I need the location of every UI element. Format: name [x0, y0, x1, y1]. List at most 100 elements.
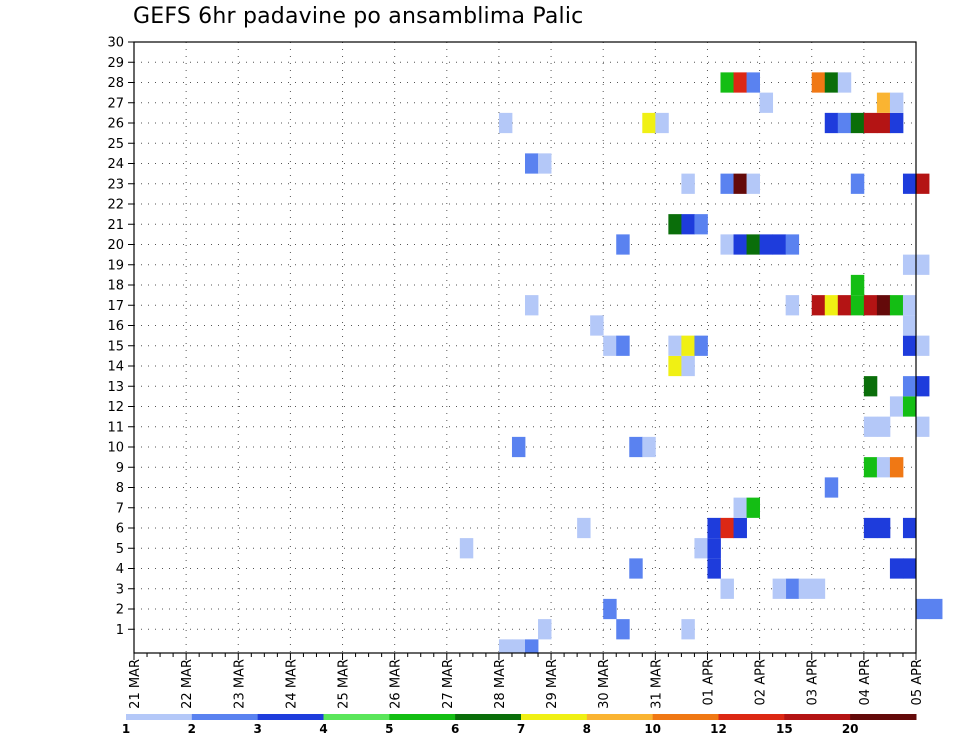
x-tick-label: 01 APR	[701, 659, 716, 705]
heatmap-cell	[720, 72, 734, 93]
heatmap-cell	[902, 558, 917, 579]
chart-title: GEFS 6hr padavine po ansamblima Palic	[133, 4, 584, 29]
legend-swatch	[718, 714, 785, 720]
heatmap-cell	[863, 517, 878, 539]
x-tick-label: 24 MAR	[284, 659, 299, 709]
y-tick-label: 22	[107, 198, 124, 213]
heatmap-cell	[668, 355, 682, 377]
x-tick-label: 21 MAR	[128, 659, 143, 709]
heatmap-cell	[798, 578, 813, 599]
x-tick-label: 28 MAR	[493, 659, 508, 709]
heatmap-cell	[889, 92, 904, 113]
legend-label: 10	[644, 722, 661, 736]
y-tick-label: 27	[107, 96, 124, 111]
plot-frame	[133, 41, 917, 654]
x-tick-label: 22 MAR	[180, 659, 195, 709]
y-tick-label: 23	[107, 177, 124, 192]
heatmap-cell	[538, 619, 552, 640]
grid-layer	[134, 41, 916, 653]
heatmap-cell	[603, 335, 617, 356]
heatmap-cell	[629, 558, 643, 579]
heatmap-cell	[916, 173, 930, 194]
x-axis: 21 MAR 22 MAR 23 MAR 24 MAR 25 MAR 26 MAR 27 M…	[128, 653, 925, 709]
legend-swatch	[455, 714, 522, 720]
x-tick-label: 31 MAR	[649, 659, 664, 709]
legend-swatch	[323, 714, 390, 720]
heatmap-cell	[759, 92, 774, 113]
heatmap-cell	[850, 274, 865, 296]
legend-label: 15	[776, 722, 793, 736]
heatmap-cell	[824, 112, 839, 134]
x-tick-label: 23 MAR	[232, 659, 247, 709]
legend-swatch	[586, 714, 654, 720]
heatmap-cell	[511, 436, 526, 458]
heatmap-cell	[694, 538, 708, 559]
heatmap-cell	[902, 335, 917, 356]
heatmap-cell	[876, 92, 891, 113]
heatmap-cell	[498, 112, 513, 134]
y-tick-label: 9	[116, 461, 124, 476]
heatmap-cell	[850, 173, 865, 194]
heatmap-cell	[902, 295, 917, 316]
heatmap-cell	[707, 558, 721, 579]
heatmap-cell	[863, 457, 878, 478]
heatmap-cell	[733, 497, 747, 518]
y-tick-label: 30	[107, 36, 124, 51]
heatmap-cell	[772, 234, 787, 255]
heatmap-cell	[929, 598, 943, 620]
y-tick-label: 24	[107, 157, 124, 172]
legend-label: 6	[451, 722, 459, 736]
heatmap-cell	[850, 295, 865, 316]
heatmap-cell	[459, 538, 474, 559]
heatmap-cell	[733, 234, 747, 255]
heatmap-cell	[837, 112, 852, 134]
heatmap-cell	[772, 578, 787, 599]
legend-label: 5	[385, 722, 393, 736]
heatmap-cell	[681, 355, 695, 377]
x-tick-label: 03 APR	[806, 659, 821, 705]
legend-label: 4	[319, 722, 327, 736]
y-tick-label: 7	[116, 501, 124, 516]
heatmap-cell	[746, 173, 760, 194]
heatmap-cell	[837, 72, 852, 93]
heatmap-cell	[785, 578, 800, 599]
heatmap-cell	[603, 598, 617, 620]
y-axis: 1234567891011121314151617181920212223242…	[107, 36, 134, 638]
legend: 1 2 3 4 5 6 7 8 10 12 15 20	[122, 714, 917, 736]
heatmap-cell	[668, 335, 682, 356]
heatmap-cell	[916, 598, 930, 620]
heatmap-cell	[538, 153, 552, 174]
x-tick-label: 30 MAR	[597, 659, 612, 709]
y-tick-label: 10	[107, 441, 124, 456]
heatmap-cell	[720, 517, 734, 539]
heatmap-cell	[733, 173, 747, 194]
heatmap-cell	[746, 234, 760, 255]
heatmap-cell	[902, 517, 917, 539]
heatmap-cell	[616, 234, 630, 255]
y-tick-label: 26	[107, 117, 124, 132]
heatmap-cell	[642, 436, 656, 458]
heatmap-cell	[681, 335, 695, 356]
heatmap-cell	[902, 376, 917, 397]
legend-swatch	[850, 714, 917, 720]
heatmap-cell	[863, 376, 878, 397]
heatmap-cell	[577, 517, 591, 539]
heatmap-cell	[629, 436, 643, 458]
heatmap-cell	[824, 295, 839, 316]
heatmap-cell	[876, 416, 891, 437]
heatmap-cell	[616, 335, 630, 356]
y-tick-label: 11	[107, 420, 124, 435]
heatmap-cell	[525, 639, 539, 653]
legend-label: 3	[253, 722, 261, 736]
heatmap-cell	[902, 396, 917, 417]
legend-swatch	[784, 714, 851, 720]
legend-label: 7	[517, 722, 525, 736]
y-tick-label: 20	[107, 238, 124, 253]
y-tick-label: 19	[107, 258, 124, 273]
heatmap-cell	[876, 457, 891, 478]
legend-swatch	[257, 714, 324, 720]
heatmap-cell	[889, 112, 904, 134]
y-tick-label: 14	[107, 360, 124, 375]
legend-label: 1	[122, 722, 130, 736]
y-tick-label: 25	[107, 137, 124, 152]
